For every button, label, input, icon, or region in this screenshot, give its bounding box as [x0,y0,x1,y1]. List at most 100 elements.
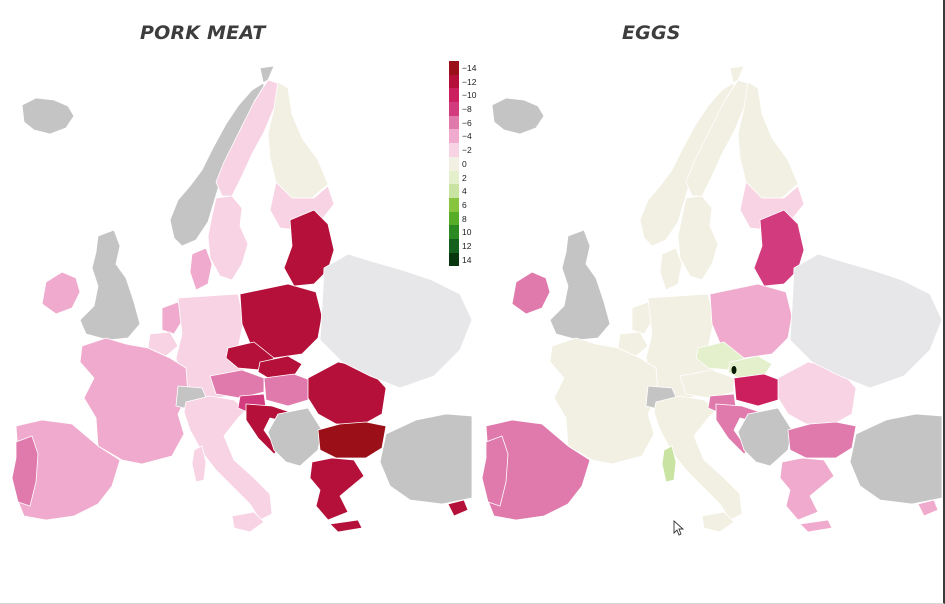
legend-swatch [449,211,459,226]
region-ireland [511,271,551,315]
legend-label: 14 [462,254,472,265]
legend-swatch [449,115,459,130]
region-finland-north [737,81,799,199]
legend-item: −14 [449,61,489,75]
legend-swatch [449,61,459,75]
region-highlight [731,366,737,374]
region-france [549,337,659,465]
region-greece [779,457,835,521]
legend-label: 8 [462,213,467,224]
region-cyprus [447,499,469,517]
legend-label: −6 [462,117,472,128]
region-cyprus [917,499,939,517]
region-sweden-south [207,195,249,281]
legend-item: 12 [449,238,489,253]
region-ireland [41,271,81,315]
legend-label: −14 [462,63,477,73]
region-balkans-west [267,407,323,467]
region-netherlands [631,301,655,335]
legend-item: −4 [449,129,489,144]
legend-label: 12 [462,240,472,251]
legend-item: 10 [449,225,489,239]
region-greece [309,457,365,521]
legend-label: 0 [462,158,467,169]
legend-swatch [449,156,459,171]
legend-swatch [449,238,459,253]
legend-swatch [449,88,459,103]
region-iceland [21,97,75,135]
region-austria [679,369,735,399]
region-portugal [11,435,39,507]
legend-label: −4 [462,131,472,142]
region-belgium [147,331,179,357]
mouse-pointer-icon [673,520,685,536]
region-denmark [659,247,683,291]
legend-item: 14 [449,252,489,267]
legend-swatch [449,252,459,267]
region-turkey [379,413,472,505]
legend-label: −12 [462,76,477,87]
region-united-kingdom [79,229,141,341]
legend-item: 2 [449,170,489,185]
legend-swatch [449,225,459,239]
legend-swatch [449,143,459,157]
map-title-eggs: EGGS [622,22,681,44]
region-finland-north [267,81,329,199]
region-bulgaria [317,421,387,459]
region-iceland [491,97,545,135]
legend-label: −10 [462,90,477,101]
region-poland [709,283,793,359]
region-crete [799,519,833,533]
region-balkans-west [737,407,793,467]
region-sicily [231,511,265,533]
legend-item: −2 [449,143,489,157]
region-sardinia [191,445,207,483]
legend-swatch [449,74,459,89]
region-belarus-ukraine [789,253,942,389]
region-portugal [481,435,509,507]
choropleth-map-eggs [481,65,942,533]
legend-item: 0 [449,156,489,171]
region-sicily [701,511,735,533]
region-hungary [733,373,781,407]
region-belarus-ukraine [319,253,472,389]
region-sweden-north [685,79,751,197]
region-bulgaria [787,421,857,459]
region-netherlands [161,301,185,335]
region-baltics [283,209,335,287]
legend-swatch [449,197,459,212]
legend-label: 4 [462,186,467,197]
legend-item: −8 [449,102,489,116]
legend-label: 6 [462,199,467,210]
legend-swatch [449,129,459,144]
legend-item: 8 [449,211,489,226]
region-sardinia [661,445,677,483]
legend-item: −6 [449,115,489,130]
region-sweden-north [215,79,281,197]
legend-item: −12 [449,74,489,89]
color-legend: −14 −12 −10 −8 −6 −4 −2 0 2 4 6 8 10 12 14 [449,61,489,267]
region-poland [239,283,323,359]
map-title-pork-meat: PORK MEAT [140,22,266,44]
legend-label: 10 [462,227,472,238]
region-turkey [849,413,942,505]
region-crete [329,519,363,533]
region-sweden-south [677,195,719,281]
region-denmark [189,247,213,291]
legend-item: −10 [449,88,489,103]
choropleth-map-pork-meat [11,65,472,533]
legend-label: 2 [462,172,467,183]
region-austria [209,369,265,399]
region-france [79,337,189,465]
legend-swatch [449,184,459,198]
legend-swatch [449,102,459,116]
region-baltics [753,209,805,287]
legend-label: −8 [462,104,472,115]
legend-label: −2 [462,145,472,156]
legend-item: 6 [449,197,489,212]
region-united-kingdom [549,229,611,341]
legend-item: 4 [449,184,489,198]
region-hungary [263,373,311,407]
legend-swatch [449,170,459,185]
region-belgium [617,331,649,357]
